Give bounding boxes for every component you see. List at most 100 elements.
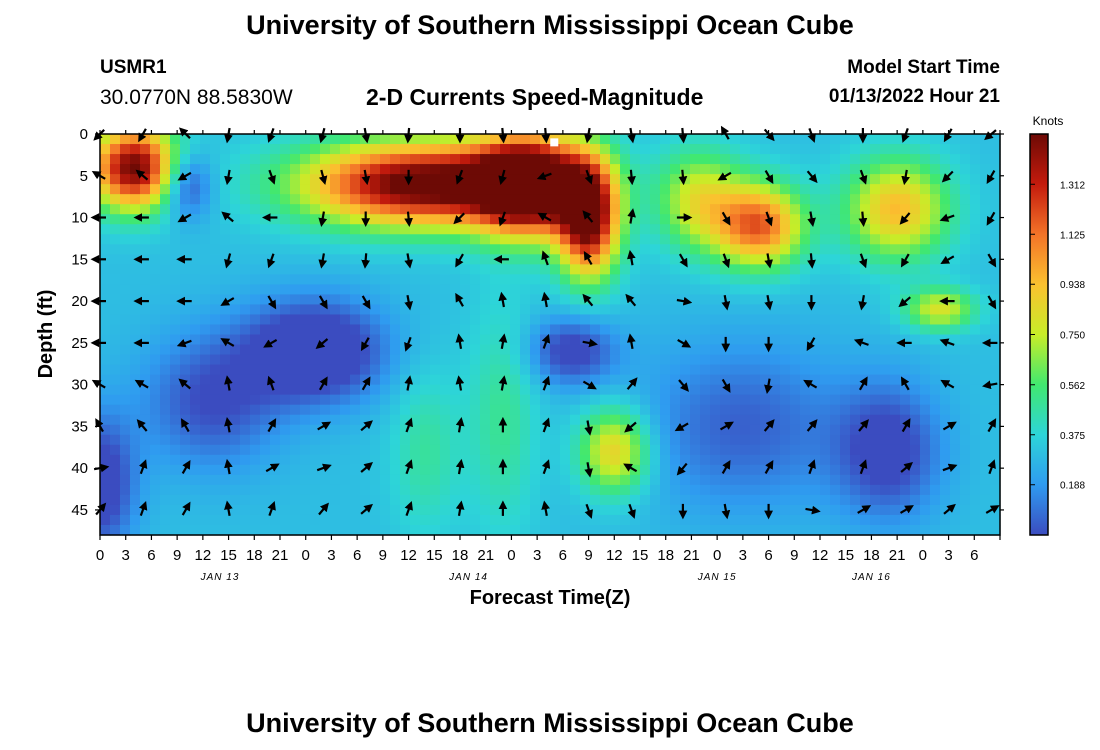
heatmap-cell bbox=[810, 374, 821, 386]
heatmap-cell bbox=[590, 424, 601, 436]
heatmap-cell bbox=[450, 474, 461, 486]
heatmap-cell bbox=[240, 494, 251, 506]
heatmap-cell bbox=[170, 514, 181, 526]
heatmap-cell bbox=[430, 264, 441, 275]
heatmap-cell bbox=[720, 324, 731, 336]
heatmap-cell bbox=[580, 304, 591, 316]
heatmap-cell bbox=[830, 384, 841, 396]
heatmap-cell bbox=[200, 254, 211, 265]
heatmap-cell bbox=[210, 344, 221, 356]
heatmap-cell bbox=[180, 494, 191, 506]
heatmap-cell bbox=[340, 374, 351, 386]
current-arrow bbox=[138, 500, 148, 516]
heatmap-cell bbox=[110, 434, 121, 446]
heatmap-cell bbox=[130, 304, 141, 316]
heatmap-cell bbox=[820, 184, 831, 195]
heatmap-cell bbox=[890, 454, 901, 466]
heatmap-cell bbox=[600, 234, 611, 245]
heatmap-cell bbox=[710, 434, 721, 446]
heatmap-cell bbox=[730, 394, 741, 406]
heatmap-cell bbox=[350, 264, 361, 275]
heatmap-cell bbox=[500, 504, 511, 516]
heatmap-cell bbox=[170, 324, 181, 336]
heatmap-cell bbox=[830, 174, 841, 185]
heatmap-cell bbox=[750, 514, 761, 526]
heatmap-cell bbox=[210, 394, 221, 406]
heatmap-cell bbox=[480, 344, 491, 356]
heatmap-cell bbox=[300, 144, 311, 155]
current-arrow bbox=[318, 169, 328, 186]
heatmap-cell bbox=[860, 464, 871, 476]
heatmap-cell bbox=[120, 304, 131, 316]
heatmap-cell bbox=[980, 314, 991, 326]
heatmap-cell bbox=[810, 194, 821, 205]
heatmap-cell bbox=[750, 244, 761, 255]
heatmap-cell bbox=[580, 204, 591, 215]
heatmap-cell bbox=[600, 254, 611, 265]
heatmap-cell bbox=[640, 524, 651, 536]
heatmap-cell bbox=[420, 314, 431, 326]
heatmap-cell bbox=[590, 384, 601, 396]
heatmap-cell bbox=[220, 454, 231, 466]
heatmap-cell bbox=[610, 344, 621, 356]
heatmap-cell bbox=[400, 404, 411, 416]
heatmap-cell bbox=[980, 514, 991, 526]
heatmap-cell bbox=[110, 204, 121, 215]
heatmap-cell bbox=[380, 294, 391, 306]
heatmap-cell bbox=[830, 184, 841, 195]
heatmap-cell bbox=[120, 484, 131, 496]
heatmap-cell bbox=[260, 284, 271, 296]
heatmap-cell bbox=[540, 184, 551, 195]
heatmap-cell bbox=[700, 404, 711, 416]
current-arrow bbox=[806, 170, 818, 184]
heatmap-cell bbox=[530, 424, 541, 436]
heatmap-cell bbox=[930, 254, 941, 265]
heatmap-cell bbox=[530, 144, 541, 155]
heatmap-cell bbox=[910, 404, 921, 416]
heatmap-cell bbox=[440, 334, 451, 346]
heatmap-cell bbox=[740, 294, 751, 306]
heatmap-cell bbox=[870, 264, 881, 275]
heatmap-cell bbox=[850, 384, 861, 396]
heatmap-cell bbox=[810, 164, 821, 175]
heatmap-cell bbox=[610, 234, 621, 245]
heatmap-cell bbox=[750, 524, 761, 536]
heatmap-cell bbox=[570, 314, 581, 326]
heatmap-cell bbox=[960, 404, 971, 416]
heatmap-cell bbox=[250, 354, 261, 366]
heatmap-cell bbox=[570, 344, 581, 356]
heatmap-cell bbox=[200, 314, 211, 326]
heatmap-cell bbox=[420, 504, 431, 516]
heatmap-cell bbox=[460, 314, 471, 326]
heatmap-cell bbox=[950, 474, 961, 486]
current-arrow bbox=[404, 295, 414, 311]
current-arrow bbox=[224, 417, 233, 433]
heatmap-cell bbox=[360, 314, 371, 326]
x-tick-label: 12 bbox=[400, 547, 417, 564]
heatmap-cell bbox=[220, 404, 231, 416]
heatmap-cell bbox=[610, 294, 621, 306]
heatmap-cell bbox=[280, 514, 291, 526]
heatmap-cell bbox=[360, 164, 371, 175]
heatmap-cell bbox=[510, 354, 521, 366]
heatmap-cell bbox=[350, 334, 361, 346]
heatmap-cell bbox=[680, 194, 691, 205]
heatmap-cell bbox=[850, 344, 861, 356]
heatmap-cell bbox=[470, 364, 481, 376]
heatmap-cell bbox=[200, 174, 211, 185]
heatmap-cell bbox=[420, 164, 431, 175]
heatmap-cell bbox=[670, 304, 681, 316]
heatmap-cell bbox=[300, 274, 311, 285]
heatmap-cell bbox=[550, 524, 561, 536]
heatmap-cell bbox=[450, 374, 461, 386]
heatmap-cell bbox=[430, 284, 441, 296]
heatmap-cell bbox=[690, 344, 701, 356]
heatmap-cell bbox=[120, 434, 131, 446]
heatmap-cell bbox=[360, 264, 371, 275]
heatmap-cell bbox=[310, 514, 321, 526]
date-label: JAN 14 bbox=[448, 572, 488, 583]
heatmap-cell bbox=[570, 464, 581, 476]
heatmap-cell bbox=[820, 514, 831, 526]
heatmap-cell bbox=[220, 384, 231, 396]
heatmap-cell bbox=[510, 434, 521, 446]
